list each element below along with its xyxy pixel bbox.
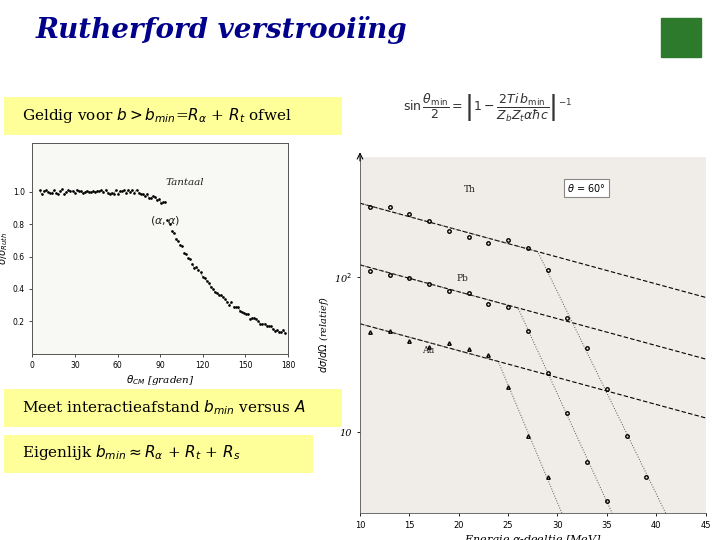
FancyBboxPatch shape [4, 389, 342, 427]
X-axis label: $\theta_{CM}$ [graden]: $\theta_{CM}$ [graden] [126, 373, 194, 387]
Text: Rutherford verstrooiïng: Rutherford verstrooiïng [36, 16, 408, 44]
Text: Th: Th [464, 185, 475, 194]
Y-axis label: $d\sigma/d\Omega$ (relatief): $d\sigma/d\Omega$ (relatief) [317, 296, 330, 374]
Bar [661, 18, 701, 57]
FancyBboxPatch shape [4, 435, 313, 472]
Text: $(\alpha, \alpha)$: $(\alpha, \alpha)$ [150, 214, 180, 227]
Text: $\sin\dfrac{\theta_{\min}}{2} = \left|1 - \dfrac{2Ti\,b_{\min}}{Z_b Z_t \alpha \: $\sin\dfrac{\theta_{\min}}{2} = \left|1 … [403, 92, 572, 124]
Text: Tantaal: Tantaal [166, 178, 204, 187]
FancyBboxPatch shape [4, 97, 342, 135]
Text: Pb: Pb [456, 274, 469, 284]
Y-axis label: $\sigma/\sigma_{Ruth}$: $\sigma/\sigma_{Ruth}$ [0, 232, 10, 265]
Text: Eigenlijk $b_{min}\approx R_{\alpha}$ + $R_t$ + $R_s$: Eigenlijk $b_{min}\approx R_{\alpha}$ + … [22, 443, 240, 462]
Text: Meet interactieafstand $b_{min}$ versus $A$: Meet interactieafstand $b_{min}$ versus … [22, 398, 305, 416]
X-axis label: Energie $\alpha$-deeltje [MeV]: Energie $\alpha$-deeltje [MeV] [464, 533, 602, 540]
Text: $\theta$ = 60°: $\theta$ = 60° [567, 182, 606, 194]
Text: Geldig voor $b > b_{min}$=$R_{\alpha}$ + $R_t$ ofwel: Geldig voor $b > b_{min}$=$R_{\alpha}$ +… [22, 106, 292, 125]
Text: Au: Au [422, 346, 435, 355]
